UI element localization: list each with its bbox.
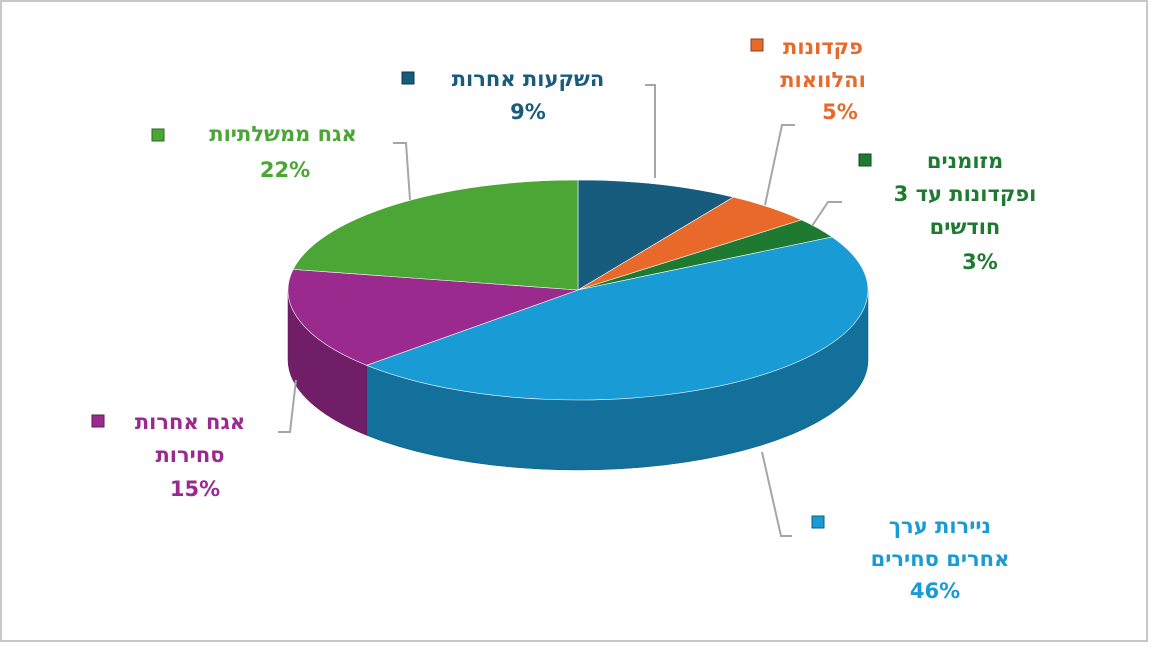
- leader-line: [645, 84, 656, 178]
- slice: [365, 236, 869, 401]
- label-key: [151, 128, 165, 142]
- slice-label: פקדונות והלוואות: [780, 35, 866, 92]
- slice-label: ניירות ערך אחרים סחירים: [871, 514, 1010, 571]
- slice-label: אגח ממשלתיות: [209, 122, 357, 146]
- value-label: 46%: [910, 579, 960, 603]
- slice-label: השקעות אחרות: [452, 67, 605, 91]
- label-key: [750, 38, 764, 52]
- label-key: [401, 71, 415, 85]
- value-label: 5%: [822, 100, 858, 124]
- leader-line: [761, 451, 792, 537]
- leader-line: [811, 201, 842, 227]
- label-key: [858, 153, 872, 167]
- value-label: 15%: [170, 477, 220, 501]
- label-key: [811, 515, 825, 529]
- value-label: 22%: [260, 158, 310, 182]
- leader-line: [764, 124, 795, 206]
- value-label: 3%: [962, 250, 998, 274]
- slice: [287, 269, 579, 366]
- leader-line: [393, 142, 411, 201]
- slice-label: מזומנים ופקדונות עד 3 חודשים: [894, 149, 1037, 239]
- slice: [292, 179, 579, 291]
- slice-label: אגח אחרות סחירות: [135, 410, 245, 467]
- value-label: 9%: [510, 100, 546, 124]
- slice: [577, 179, 735, 291]
- label-key: [91, 414, 105, 428]
- leader-line: [278, 379, 297, 433]
